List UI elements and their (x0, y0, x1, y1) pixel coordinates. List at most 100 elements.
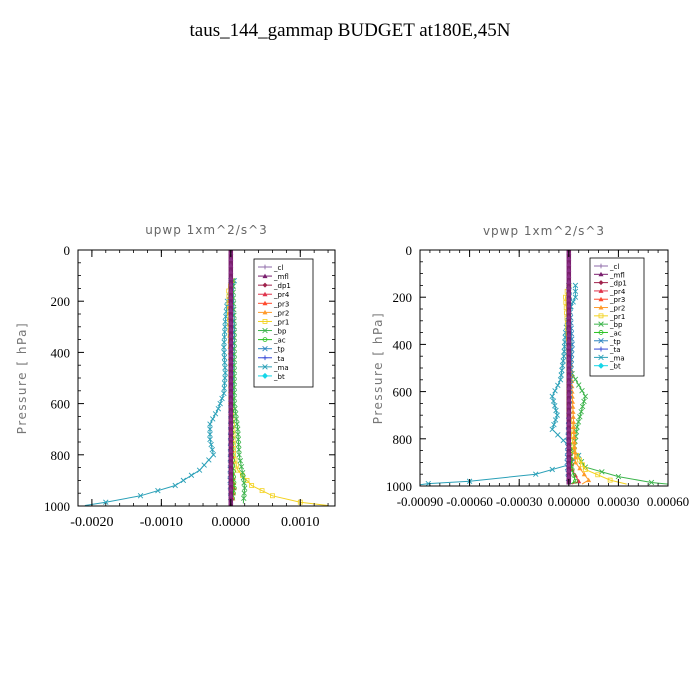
legend-marker (598, 362, 604, 369)
legend-label: _mfl (273, 273, 289, 281)
legend-marker (598, 288, 604, 293)
data-point (552, 403, 558, 409)
data-point (228, 435, 234, 441)
data-point (217, 400, 223, 407)
y-tick-label: 800 (51, 448, 71, 463)
data-point (560, 358, 566, 364)
data-point (228, 262, 234, 268)
data-point (566, 332, 572, 337)
data-point (238, 464, 245, 470)
data-point (577, 465, 583, 471)
y-tick-label: 1000 (386, 479, 412, 494)
legend-marker (598, 354, 604, 361)
data-point (228, 422, 234, 428)
legend-marker (598, 271, 604, 277)
y-tick-label: 0 (64, 243, 71, 258)
data-point (207, 421, 213, 427)
data-point (575, 419, 582, 425)
data-point (235, 436, 242, 443)
data-point (599, 469, 605, 475)
data-point (566, 367, 572, 373)
legend-label: _dp1 (609, 280, 627, 288)
data-point (566, 432, 572, 438)
data-point (566, 438, 572, 444)
plot-area (420, 250, 668, 486)
x-tick-label: -0.00060 (446, 494, 493, 509)
y-tick-label: 600 (393, 385, 413, 400)
legend-marker (598, 321, 604, 327)
legend-marker (262, 309, 268, 315)
data-point (586, 477, 592, 483)
x-tick-label: -0.0020 (70, 515, 113, 530)
data-point (221, 354, 228, 361)
data-point (566, 361, 572, 367)
data-point (103, 499, 109, 505)
legend-label: _bt (273, 373, 285, 381)
legend-label: _pr3 (273, 300, 289, 308)
data-point (577, 457, 582, 463)
data-point (582, 467, 588, 472)
data-point (235, 426, 241, 432)
data-point (221, 359, 228, 366)
legend-label: _tp (273, 346, 285, 354)
data-point (228, 326, 234, 332)
data-point (237, 458, 244, 464)
data-point (235, 431, 241, 438)
data-point (566, 320, 572, 326)
data-point (228, 390, 234, 396)
data-point (249, 483, 255, 488)
legend-marker (598, 305, 604, 310)
legend-label: _bt (609, 363, 621, 371)
y-tick-label: 200 (393, 290, 413, 305)
data-point (566, 267, 572, 273)
legend-marker (262, 273, 268, 279)
data-point (222, 318, 228, 325)
series-line-ma (420, 285, 580, 486)
data-point (206, 457, 212, 463)
data-point (571, 439, 577, 445)
panel-title: vpwp 1xm^2/s^3 (483, 224, 605, 238)
legend-label: _ac (609, 329, 622, 337)
x-tick-label: 0.00060 (647, 494, 689, 509)
y-axis-label: Pressure [ hPa] (371, 312, 385, 424)
data-point (241, 485, 248, 491)
data-point (580, 462, 585, 468)
data-point (228, 371, 234, 377)
data-point (236, 446, 242, 453)
data-point (222, 365, 228, 371)
data-point (566, 297, 572, 302)
data-point (558, 372, 564, 378)
legend-label: _bp (609, 321, 623, 329)
y-tick-label: 600 (51, 397, 71, 412)
data-point (228, 333, 234, 338)
data-point (228, 365, 234, 370)
data-point (233, 416, 240, 422)
y-tick-label: 200 (51, 294, 71, 309)
data-point (566, 279, 572, 284)
legend-marker (598, 346, 604, 352)
legend-label: _pr2 (609, 305, 625, 313)
data-point (236, 452, 242, 458)
data-point (222, 370, 228, 376)
data-point (228, 467, 234, 473)
legend-label: _pr1 (609, 313, 625, 321)
data-point (573, 478, 578, 484)
data-point (615, 473, 622, 480)
data-point (566, 456, 572, 461)
data-point (207, 436, 213, 443)
data-point (221, 329, 228, 335)
data-point (180, 477, 187, 484)
data-point (533, 471, 539, 477)
data-point (554, 412, 560, 418)
y-axis-label: Pressure [ hPa] (15, 322, 29, 434)
data-point (228, 288, 234, 293)
data-point (577, 414, 583, 420)
legend-label: _ta (609, 346, 621, 354)
data-point (552, 388, 558, 394)
data-point (228, 352, 234, 357)
legend-label: _pr4 (609, 288, 626, 296)
legend-label: _mfl (609, 271, 625, 279)
data-point (579, 387, 585, 394)
data-point (221, 390, 227, 397)
data-point (566, 308, 572, 314)
